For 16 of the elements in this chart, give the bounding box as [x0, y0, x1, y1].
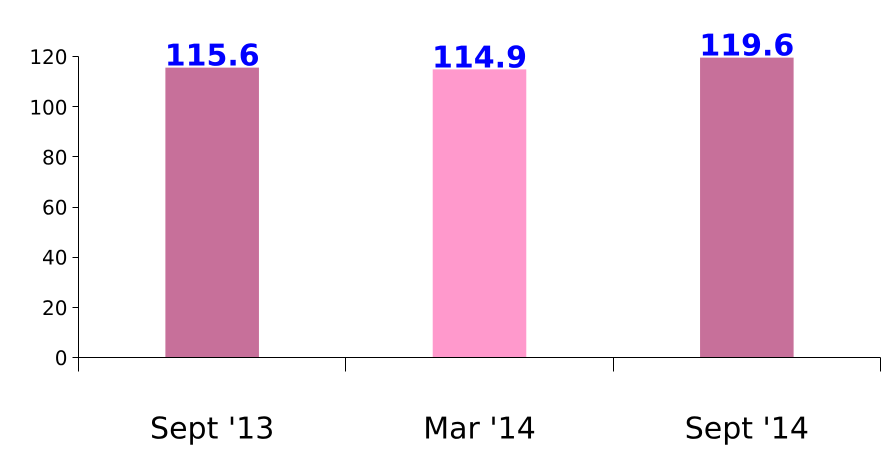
y-tick-label: 100 — [29, 95, 68, 120]
y-tick-label: 20 — [42, 296, 68, 320]
x-tick-label: Sept '14 — [684, 412, 809, 446]
x-tick-label: Sept '13 — [150, 412, 274, 446]
y-tick-label: 40 — [42, 246, 68, 270]
y-tick-label: 120 — [29, 45, 68, 70]
y-tick-label: 0 — [54, 346, 68, 370]
y-tick-label: 60 — [42, 196, 68, 220]
bar — [165, 68, 259, 358]
y-tick-label: 80 — [42, 145, 68, 170]
data-label: 119.6 — [699, 28, 794, 64]
bar — [432, 69, 526, 358]
bar — [700, 58, 794, 358]
data-label: 115.6 — [164, 38, 260, 74]
data-label: 114.9 — [432, 40, 527, 76]
x-tick-label: Mar '14 — [423, 412, 536, 446]
